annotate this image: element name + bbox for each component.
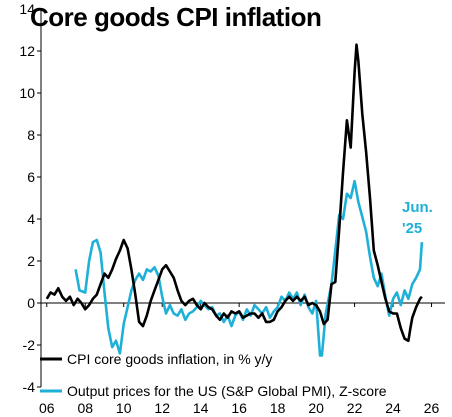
x-tick-label: 18 xyxy=(270,400,286,416)
y-tick-label: 6 xyxy=(27,169,35,185)
legend-label: Output prices for the US (S&P Global PMI… xyxy=(67,383,387,399)
x-tick-label: 06 xyxy=(39,400,55,416)
y-tick-label: 10 xyxy=(19,85,35,101)
legend-label: CPI core goods inflation, in % y/y xyxy=(67,351,272,367)
y-tick-label: 12 xyxy=(19,43,35,59)
y-tick-label: -4 xyxy=(23,379,36,395)
x-tick-label: 20 xyxy=(308,400,324,416)
annotation-label: '25 xyxy=(402,220,422,237)
series-line-cpi-core-goods xyxy=(45,43,423,343)
x-tick-label: 12 xyxy=(154,400,170,416)
x-tick-label: 14 xyxy=(193,400,209,416)
y-tick-label: 8 xyxy=(27,127,35,143)
x-tick-label: 08 xyxy=(77,400,93,416)
x-tick-label: 22 xyxy=(347,400,363,416)
chart-title: Core goods CPI inflation xyxy=(30,2,322,32)
y-tick-label: 14 xyxy=(19,1,35,17)
y-tick-label: 4 xyxy=(27,211,35,227)
y-tick-label: -2 xyxy=(23,337,36,353)
series-line-pmi-output-prices xyxy=(74,179,424,357)
x-tick-label: 24 xyxy=(385,400,401,416)
y-tick-label: 0 xyxy=(27,295,35,311)
annotation-label: Jun. xyxy=(402,199,433,216)
x-tick-label: 26 xyxy=(424,400,440,416)
x-tick-label: 16 xyxy=(231,400,247,416)
y-tick-label: 2 xyxy=(27,253,35,269)
x-tick-label: 10 xyxy=(116,400,132,416)
